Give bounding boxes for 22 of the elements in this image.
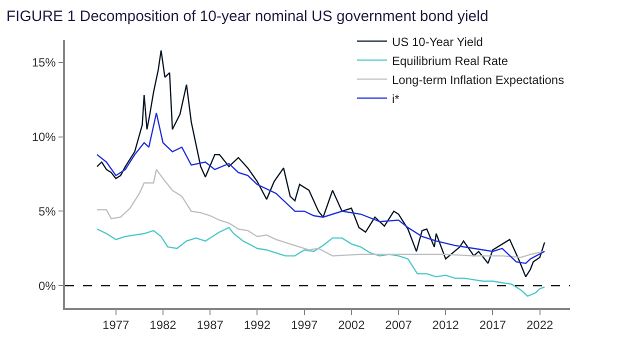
x-tick-label: 2017 <box>479 318 506 332</box>
chart-title: FIGURE 1 Decomposition of 10-year nominal US government bond yield <box>6 8 488 25</box>
legend-label: Equilibrium Real Rate <box>392 54 508 68</box>
x-tick-label: 2007 <box>385 318 412 332</box>
legend-label: US 10-Year Yield <box>392 34 483 49</box>
line-series <box>96 112 546 264</box>
line-series <box>96 168 546 258</box>
y-tick-label: 0% <box>38 278 56 293</box>
x-tick-label: 1997 <box>290 318 318 332</box>
line-series <box>96 226 546 297</box>
x-tick-label: 2012 <box>432 318 460 332</box>
x-tick-label: 2002 <box>338 318 366 332</box>
y-tick-label: 5% <box>38 204 56 218</box>
x-tick-label: 1992 <box>244 318 271 332</box>
y-tick-label: 15% <box>32 56 56 70</box>
legend-label: Long-term Inflation Expectations <box>392 72 564 87</box>
x-tick-label: 1982 <box>150 318 177 332</box>
x-tick-label: 1987 <box>196 318 224 332</box>
y-tick-label: 10% <box>32 130 56 144</box>
x-tick-label: 2022 <box>526 318 554 332</box>
legend-label: i* <box>392 92 400 106</box>
x-tick-label: 1977 <box>102 318 130 332</box>
